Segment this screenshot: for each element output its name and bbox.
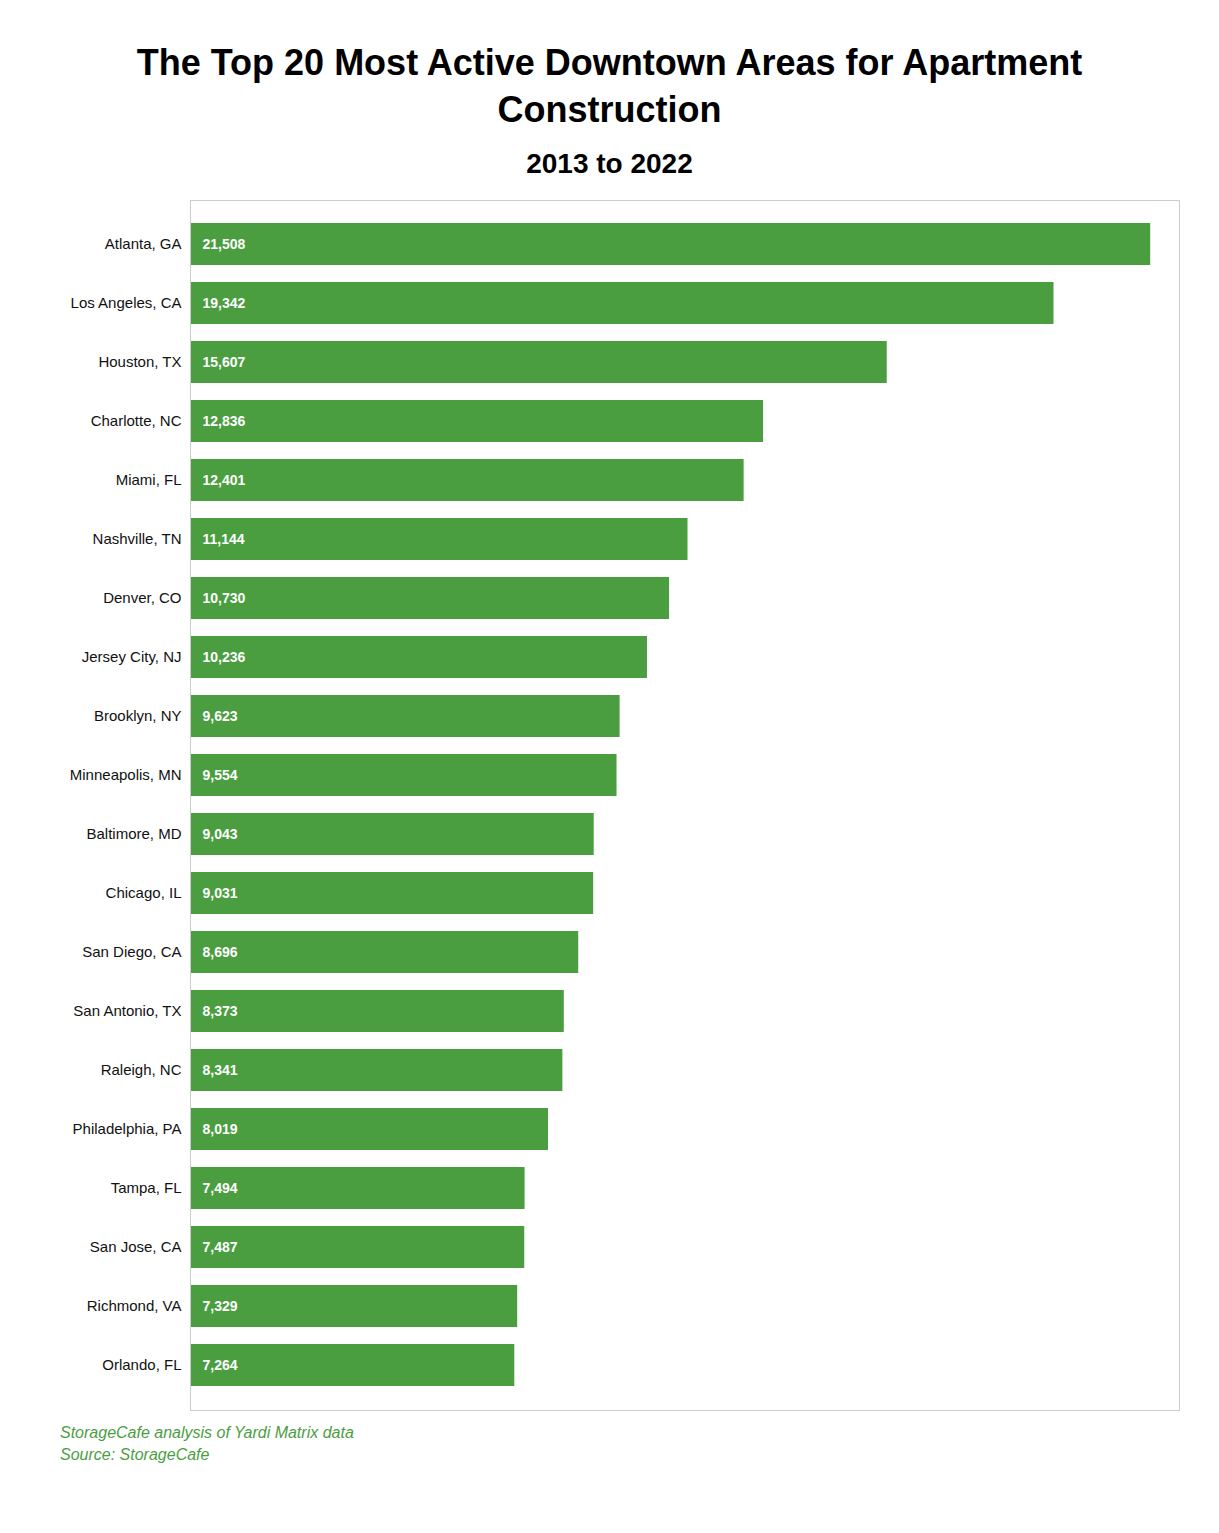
svg-text:Atlanta, GA: Atlanta, GA: [105, 235, 182, 252]
svg-text:Richmond, VA: Richmond, VA: [87, 1297, 182, 1314]
svg-text:Chicago, IL: Chicago, IL: [106, 884, 182, 901]
svg-text:10,236: 10,236: [203, 649, 246, 665]
svg-text:Charlotte, NC: Charlotte, NC: [91, 412, 182, 429]
svg-text:12,836: 12,836: [203, 413, 246, 429]
html-text:2013 to 2022: 2013 to 2022: [526, 147, 693, 179]
svg-text:19,342: 19,342: [203, 295, 246, 311]
svg-text:8,019: 8,019: [203, 1121, 238, 1137]
svg-text:Tampa, FL: Tampa, FL: [111, 1179, 182, 1196]
svg-text:11,144: 11,144: [203, 531, 245, 547]
svg-text:Minneapolis, MN: Minneapolis, MN: [70, 766, 182, 783]
svg-text:Houston, TX: Houston, TX: [98, 353, 181, 370]
svg-text:Baltimore, MD: Baltimore, MD: [86, 825, 181, 842]
svg-text:8,341: 8,341: [203, 1062, 238, 1078]
svg-text:Denver, CO: Denver, CO: [103, 589, 181, 606]
svg-text:12,401: 12,401: [203, 472, 246, 488]
svg-text:21,508: 21,508: [203, 236, 246, 252]
svg-text:San Jose, CA: San Jose, CA: [90, 1238, 182, 1255]
svg-text:7,264: 7,264: [203, 1357, 238, 1373]
svg-text:San Diego, CA: San Diego, CA: [82, 943, 181, 960]
html-text:StorageCafe analysis of Yardi: StorageCafe analysis of Yardi Matrix dat…: [60, 1423, 354, 1441]
svg-text:Raleigh, NC: Raleigh, NC: [101, 1061, 182, 1078]
html-text:The Top 20 Most Active Downtow: The Top 20 Most Active Downtown Areas fo…: [136, 42, 1083, 130]
svg-text:7,494: 7,494: [203, 1180, 238, 1196]
svg-text:Jersey City, NJ: Jersey City, NJ: [82, 648, 182, 665]
svg-text:15,607: 15,607: [203, 354, 246, 370]
svg-text:8,373: 8,373: [203, 1003, 238, 1019]
svg-text:Los Angeles, CA: Los Angeles, CA: [71, 294, 182, 311]
svg-text:9,043: 9,043: [203, 826, 238, 842]
svg-text:7,329: 7,329: [203, 1298, 238, 1314]
svg-text:Philadelphia, PA: Philadelphia, PA: [73, 1120, 182, 1137]
svg-text:Miami, FL: Miami, FL: [116, 471, 182, 488]
html-text:Source: StorageCafe: Source: StorageCafe: [60, 1445, 210, 1463]
svg-text:8,696: 8,696: [203, 944, 238, 960]
svg-text:Orlando, FL: Orlando, FL: [102, 1356, 181, 1373]
svg-text:San Antonio, TX: San Antonio, TX: [73, 1002, 181, 1019]
svg-text:10,730: 10,730: [203, 590, 246, 606]
svg-text:7,487: 7,487: [203, 1239, 238, 1255]
svg-text:9,623: 9,623: [203, 708, 238, 724]
svg-text:9,031: 9,031: [203, 885, 238, 901]
svg-text:9,554: 9,554: [203, 767, 238, 783]
svg-text:Nashville, TN: Nashville, TN: [93, 530, 182, 547]
svg-text:Brooklyn, NY: Brooklyn, NY: [94, 707, 182, 724]
